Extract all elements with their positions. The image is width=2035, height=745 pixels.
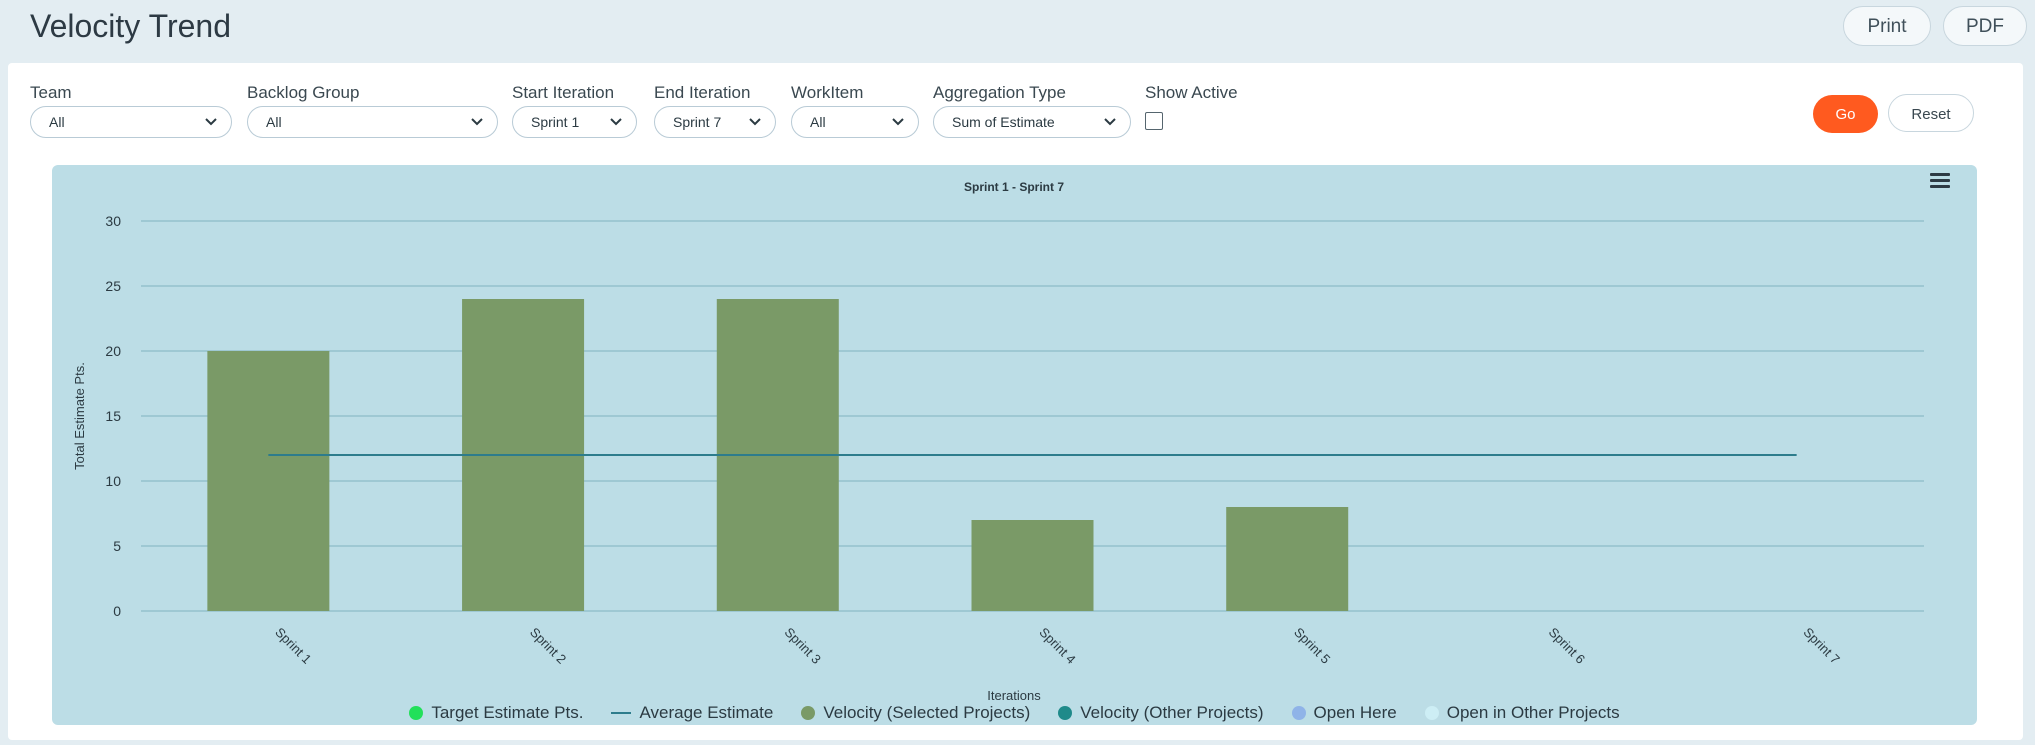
workitem-select[interactable]: All: [791, 106, 919, 138]
team-label: Team: [30, 83, 72, 102]
go-button[interactable]: Go: [1813, 95, 1878, 133]
velocity-bar: [1226, 507, 1349, 611]
chevron-down-icon: [471, 118, 483, 126]
x-tick-label: Sprint 7: [1801, 625, 1843, 667]
pdf-button[interactable]: PDF: [1943, 6, 2027, 46]
team-select-value: All: [49, 114, 65, 130]
x-tick-label: Sprint 3: [782, 625, 824, 667]
chart-legend: Target Estimate Pts. Average Estimate Velo…: [52, 702, 1977, 724]
hamburger-menu-icon[interactable]: [1930, 173, 1950, 189]
print-button[interactable]: Print: [1843, 6, 1931, 46]
y-tick-label: 20: [105, 343, 121, 359]
velocity-bar: [971, 520, 1094, 611]
start-iteration-select-value: Sprint 1: [531, 114, 580, 130]
start-iteration-select[interactable]: Sprint 1: [512, 106, 637, 138]
legend-dot-icon: [1058, 706, 1073, 721]
aggregation-type-select-value: Sum of Estimate: [952, 114, 1055, 130]
team-select[interactable]: All: [30, 106, 232, 138]
legend-label: Open in Other Projects: [1446, 702, 1620, 722]
workitem-label: WorkItem: [791, 83, 864, 102]
page-title: Velocity Trend: [30, 8, 231, 44]
legend-label: Velocity (Other Projects): [1080, 702, 1264, 722]
velocity-bar: [207, 351, 330, 611]
end-iteration-filter: End Iteration Sprint 7: [654, 82, 776, 138]
y-tick-label: 10: [105, 473, 121, 489]
x-tick-label: Sprint 6: [1546, 625, 1588, 667]
legend-item[interactable]: Velocity (Selected Projects): [801, 703, 1030, 723]
backlog-group-select-value: All: [266, 114, 282, 130]
legend-item[interactable]: Target Estimate Pts.: [409, 703, 583, 723]
chart-canvas: Sprint 1 - Sprint 7 0 5 10 15 20 25 30 Total Est…: [72, 180, 1924, 703]
start-iteration-filter: Start Iteration Sprint 1: [512, 82, 637, 138]
x-tick-label: Sprint 5: [1291, 625, 1333, 667]
chevron-down-icon: [749, 118, 761, 126]
chevron-down-icon: [892, 118, 904, 126]
workitem-filter: WorkItem All: [791, 82, 919, 138]
x-tick-label: Sprint 2: [527, 625, 569, 667]
legend-item[interactable]: Average Estimate: [611, 703, 773, 723]
end-iteration-select-value: Sprint 7: [673, 114, 722, 130]
legend-item[interactable]: Velocity (Other Projects): [1058, 702, 1264, 723]
show-active-label: Show Active: [1145, 83, 1238, 102]
chart-title: Sprint 1 - Sprint 7: [964, 180, 1064, 194]
start-iteration-label: Start Iteration: [512, 83, 615, 102]
legend-dot-icon: [1291, 706, 1306, 721]
end-iteration-select[interactable]: Sprint 7: [654, 106, 776, 138]
chevron-down-icon: [205, 118, 217, 126]
legend-line-icon: [611, 712, 632, 715]
legend-label: Velocity (Selected Projects): [823, 702, 1031, 722]
aggregation-type-label: Aggregation Type: [933, 83, 1066, 102]
backlog-group-label: Backlog Group: [247, 83, 360, 102]
y-tick-label: 15: [105, 408, 121, 424]
workitem-select-value: All: [810, 114, 826, 130]
x-tick-label: Sprint 4: [1036, 625, 1078, 667]
x-tick-label: Sprint 1: [272, 625, 314, 667]
aggregation-type-select[interactable]: Sum of Estimate: [933, 106, 1131, 138]
aggregation-type-filter: Aggregation Type Sum of Estimate: [933, 82, 1131, 138]
legend-dot-icon: [1424, 706, 1439, 721]
y-tick-label: 25: [105, 278, 121, 294]
backlog-group-select[interactable]: All: [247, 106, 498, 138]
y-axis-label: Total Estimate Pts.: [72, 362, 87, 470]
chevron-down-icon: [610, 118, 622, 126]
legend-label: Target Estimate Pts.: [431, 702, 584, 722]
legend-dot-icon: [409, 706, 424, 721]
legend-item[interactable]: Open in Other Projects: [1424, 702, 1620, 723]
legend-label: Average Estimate: [639, 702, 774, 722]
x-axis-label: Iterations: [987, 688, 1041, 703]
chevron-down-icon: [1104, 118, 1116, 126]
reset-button[interactable]: Reset: [1888, 94, 1974, 132]
show-active-checkbox[interactable]: [1145, 112, 1163, 130]
legend-label: Open Here: [1313, 702, 1397, 722]
y-tick-label: 5: [113, 538, 121, 554]
y-tick-label: 30: [105, 213, 121, 229]
show-active-filter: Show Active: [1145, 82, 1238, 130]
velocity-chart: Sprint 1 - Sprint 7 0 5 10 15 20 25 30 Total Est…: [52, 165, 1977, 725]
team-filter: Team All: [30, 82, 232, 138]
end-iteration-label: End Iteration: [654, 83, 751, 102]
legend-dot-icon: [801, 706, 816, 721]
backlog-group-filter: Backlog Group All: [247, 82, 498, 138]
y-tick-label: 0: [113, 603, 121, 619]
legend-item[interactable]: Open Here: [1291, 702, 1397, 723]
